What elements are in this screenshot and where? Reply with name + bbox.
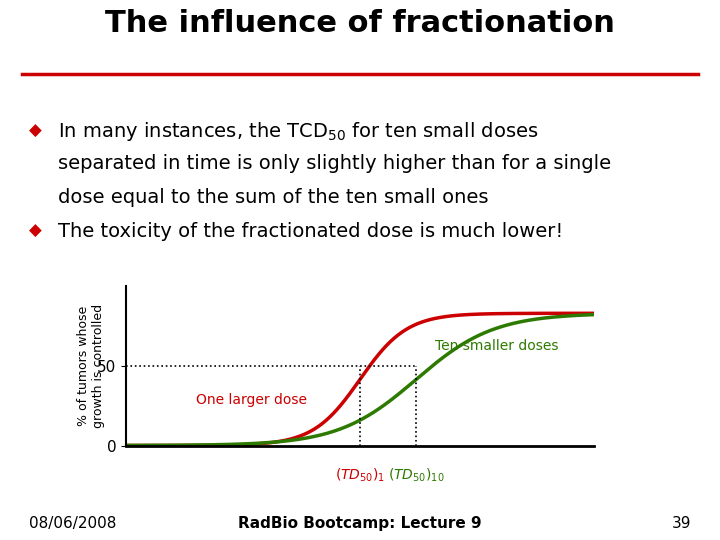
Text: separated in time is only slightly higher than for a single: separated in time is only slightly highe… bbox=[58, 154, 611, 173]
Text: The influence of fractionation: The influence of fractionation bbox=[105, 9, 615, 38]
Text: The toxicity of the fractionated dose is much lower!: The toxicity of the fractionated dose is… bbox=[58, 222, 563, 241]
Text: One larger dose: One larger dose bbox=[196, 393, 307, 407]
Text: $(TD_{50})_{10}$: $(TD_{50})_{10}$ bbox=[388, 467, 444, 484]
Text: ◆: ◆ bbox=[29, 122, 42, 139]
Y-axis label: % of tumors whose
growth is controlled: % of tumors whose growth is controlled bbox=[78, 304, 105, 428]
Text: $(TD_{50})_1$: $(TD_{50})_1$ bbox=[335, 467, 385, 484]
Text: dose equal to the sum of the ten small ones: dose equal to the sum of the ten small o… bbox=[58, 188, 488, 207]
Text: Ten smaller doses: Ten smaller doses bbox=[435, 339, 559, 353]
Text: In many instances, the TCD$_{50}$ for ten small doses: In many instances, the TCD$_{50}$ for te… bbox=[58, 120, 539, 143]
Text: RadBio Bootcamp: Lecture 9: RadBio Bootcamp: Lecture 9 bbox=[238, 516, 482, 531]
Text: 39: 39 bbox=[672, 516, 691, 531]
Text: 08/06/2008: 08/06/2008 bbox=[29, 516, 116, 531]
Text: ◆: ◆ bbox=[29, 222, 42, 240]
